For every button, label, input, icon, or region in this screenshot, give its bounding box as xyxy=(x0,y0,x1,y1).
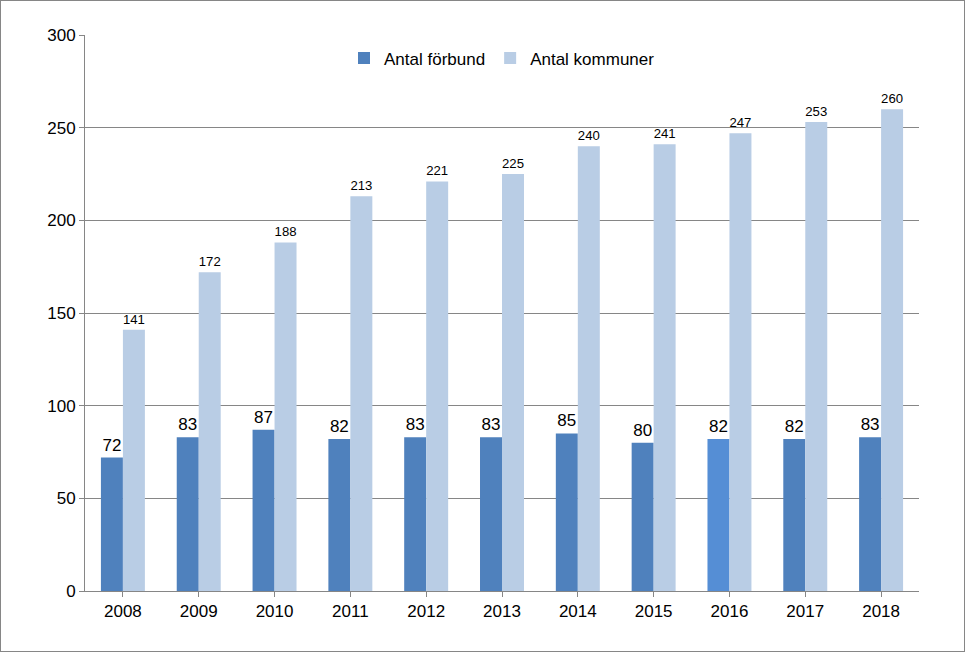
svg-text:83: 83 xyxy=(482,415,501,434)
svg-text:2014: 2014 xyxy=(559,602,597,621)
svg-text:Antal förbund: Antal förbund xyxy=(384,50,485,69)
svg-text:Antal kommuner: Antal kommuner xyxy=(530,50,654,69)
svg-text:72: 72 xyxy=(102,436,121,455)
svg-text:2017: 2017 xyxy=(786,602,824,621)
svg-text:141: 141 xyxy=(123,312,145,327)
svg-text:2013: 2013 xyxy=(483,602,521,621)
svg-text:241: 241 xyxy=(654,126,676,141)
svg-text:2016: 2016 xyxy=(711,602,749,621)
svg-text:172: 172 xyxy=(199,254,221,269)
svg-text:188: 188 xyxy=(275,224,297,239)
svg-text:253: 253 xyxy=(805,104,827,119)
svg-text:0: 0 xyxy=(66,582,75,601)
svg-text:250: 250 xyxy=(47,119,75,138)
svg-text:2008: 2008 xyxy=(104,602,142,621)
svg-text:221: 221 xyxy=(426,163,448,178)
svg-text:2015: 2015 xyxy=(635,602,673,621)
svg-text:2018: 2018 xyxy=(862,602,900,621)
svg-text:150: 150 xyxy=(47,304,75,323)
svg-text:247: 247 xyxy=(729,115,751,130)
svg-text:85: 85 xyxy=(557,411,576,430)
svg-text:300: 300 xyxy=(47,26,75,45)
svg-text:80: 80 xyxy=(633,421,652,440)
svg-text:240: 240 xyxy=(578,128,600,143)
svg-text:260: 260 xyxy=(881,91,903,106)
svg-text:83: 83 xyxy=(178,415,197,434)
svg-text:200: 200 xyxy=(47,211,75,230)
svg-text:83: 83 xyxy=(861,415,880,434)
svg-text:2010: 2010 xyxy=(256,602,294,621)
svg-text:82: 82 xyxy=(785,417,804,436)
svg-text:100: 100 xyxy=(47,397,75,416)
svg-text:82: 82 xyxy=(709,417,728,436)
svg-text:2009: 2009 xyxy=(180,602,218,621)
svg-text:225: 225 xyxy=(502,156,524,171)
svg-text:2012: 2012 xyxy=(407,602,445,621)
svg-text:50: 50 xyxy=(57,489,76,508)
svg-text:83: 83 xyxy=(406,415,425,434)
svg-text:2011: 2011 xyxy=(332,602,369,621)
svg-text:82: 82 xyxy=(330,417,349,436)
svg-text:87: 87 xyxy=(254,408,273,427)
svg-text:213: 213 xyxy=(350,178,372,193)
